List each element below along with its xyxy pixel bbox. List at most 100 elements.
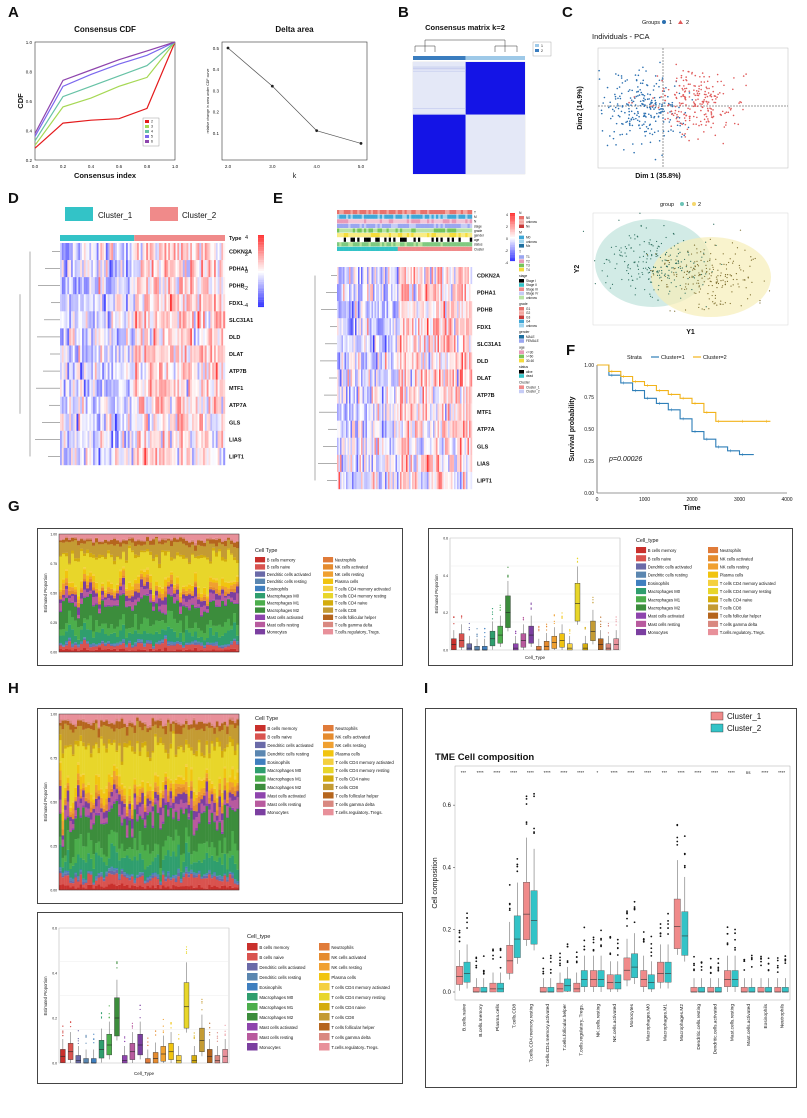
e-heat-cell	[410, 284, 413, 302]
e-heat-cell	[358, 454, 360, 473]
d-heat-cell	[69, 396, 72, 414]
e-legend-swatch	[519, 374, 524, 378]
e-annot-cell	[458, 237, 461, 242]
d-gene-label: DLD	[229, 335, 240, 341]
e-heat-cell	[376, 369, 378, 387]
e-heat-cell	[451, 403, 453, 421]
g-stacked-segment	[125, 590, 129, 595]
g-stacked-segment	[149, 594, 153, 602]
e-annot-cell	[388, 237, 392, 242]
pca-point-1	[643, 112, 645, 115]
d-heat-cell	[87, 277, 90, 295]
d-heat-cell	[107, 379, 110, 397]
e-annot-cell	[404, 237, 407, 242]
e-heat-cell	[398, 284, 401, 302]
pca-point-1	[678, 116, 681, 119]
g-stacked-segment	[146, 581, 150, 589]
e-annot-cell	[397, 223, 401, 228]
d-heat-cell	[168, 277, 171, 295]
d-heat-cell	[221, 328, 224, 346]
e-heat-cell	[406, 437, 408, 456]
e-annot-cell	[433, 237, 437, 242]
e-heat-cell	[358, 471, 360, 490]
g-stacked-segment	[170, 641, 174, 643]
g-stacked-segment	[89, 629, 93, 645]
d-heat-cell	[190, 294, 193, 312]
d-heat-cell	[107, 447, 110, 466]
e-annot-cell	[411, 219, 414, 224]
d-heat-cell	[85, 413, 88, 432]
tsne-point-2	[699, 288, 702, 290]
e-heat-cell	[421, 454, 423, 473]
g-stacked-segment	[86, 541, 90, 550]
e-annot-cell	[393, 228, 396, 233]
e-annot-cell	[422, 210, 425, 215]
e-annot-cell	[343, 210, 347, 215]
g-stacked-segment	[62, 583, 66, 590]
d-legend-swatch-2	[150, 207, 178, 221]
e-heat-cell	[439, 301, 441, 319]
tsne-point-2	[687, 283, 689, 285]
e-heat-cell	[374, 369, 377, 387]
e-heat-cell	[427, 420, 429, 438]
d-heat-cell	[118, 447, 121, 466]
g-stacked-segment	[83, 596, 87, 598]
tsne-point-1	[634, 287, 637, 289]
pca-point-1	[672, 130, 674, 132]
g-stacked-segment	[65, 534, 69, 537]
g-stacked-segment	[164, 537, 168, 541]
d-heat-cell	[204, 260, 207, 278]
pca-point-1	[644, 115, 646, 117]
d-annot-cluster2	[134, 235, 225, 241]
tsne-point-1	[665, 259, 667, 261]
g-stacked-segment	[113, 646, 117, 649]
d-heat-cell	[71, 345, 74, 363]
e-heat-cell	[367, 318, 369, 336]
d-heat-cell	[171, 277, 174, 295]
e-heat-cell	[427, 369, 429, 387]
e-heat-cell	[446, 403, 449, 421]
e-annot-cell	[377, 210, 380, 215]
d-heat-cell	[171, 396, 174, 414]
e-heat-cell	[421, 369, 423, 387]
d-heat-cell	[153, 311, 156, 329]
e-heat-cell	[377, 437, 380, 456]
g-stacked-segment	[149, 574, 153, 576]
d-heat-cell	[170, 430, 173, 449]
e-heat-cell	[371, 284, 374, 302]
d-heat-cell	[204, 311, 207, 329]
e-heat-cell	[419, 267, 422, 285]
e-legend-swatch	[519, 259, 524, 263]
e-annot-cell	[456, 237, 459, 242]
pca-point-1	[660, 105, 663, 108]
e-annot-cell	[460, 233, 464, 238]
e-heat-cell	[397, 420, 399, 438]
e-heat-cell	[370, 437, 372, 456]
d-heat-cell	[223, 277, 226, 295]
d-heat-cell	[142, 396, 145, 414]
d-heat-cell	[219, 294, 222, 312]
pca-point-2	[661, 90, 664, 92]
e-annot-cell	[436, 210, 439, 215]
d-heat-cell	[217, 294, 220, 312]
e-heat-cell	[400, 471, 402, 490]
d-heat-cell	[188, 345, 191, 363]
d-heat-cell	[78, 243, 81, 261]
e-annot-cell	[454, 246, 457, 251]
pca-point-2	[680, 102, 683, 105]
e-annot-cell	[364, 233, 367, 238]
e-annot-cell	[436, 242, 439, 247]
d-heat-cell	[164, 260, 167, 278]
d-heat-cell	[102, 243, 105, 261]
tsne-point-2	[710, 253, 712, 255]
e-heat-cell	[467, 284, 470, 302]
e-heat-cell	[457, 454, 459, 473]
d-heat-cell	[111, 430, 114, 449]
g-stacked-segment	[98, 613, 102, 627]
e-heat-cell	[392, 318, 395, 336]
e-annot-cell	[361, 210, 365, 215]
g-stacked-segment	[68, 624, 72, 638]
d-heat-cell	[177, 447, 180, 466]
d-legend-label-2: Cluster_2	[182, 211, 217, 220]
